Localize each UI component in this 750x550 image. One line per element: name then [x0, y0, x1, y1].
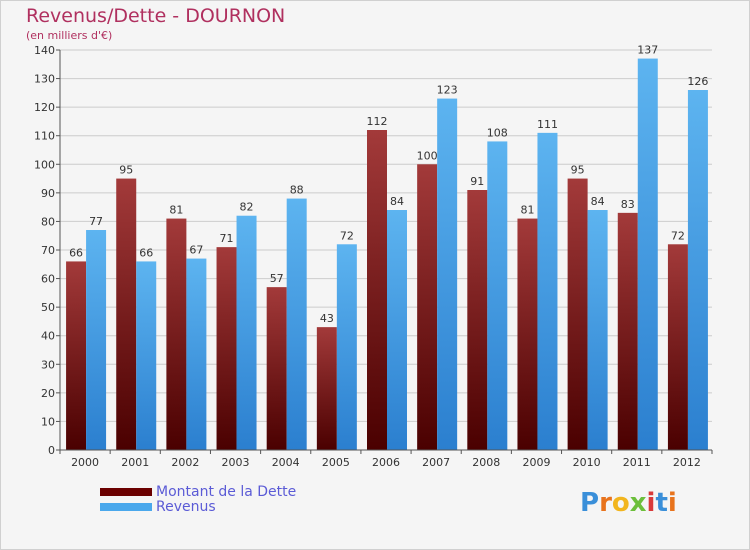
data-label: 111 — [537, 118, 558, 131]
data-label: 126 — [687, 75, 708, 88]
revenus-bar — [687, 90, 708, 450]
y-tick-label: 0 — [48, 444, 55, 457]
y-tick-label: 130 — [34, 73, 55, 86]
data-label: 66 — [139, 246, 153, 259]
data-label: 77 — [89, 215, 103, 228]
data-label: 84 — [390, 195, 404, 208]
dette-bar — [266, 287, 287, 450]
x-tick-label: 2006 — [372, 456, 400, 469]
data-label: 88 — [290, 184, 304, 197]
proxiti-logo: Proxiti — [580, 488, 677, 518]
data-label: 95 — [119, 164, 133, 177]
data-label: 100 — [417, 149, 438, 162]
legend-label-dette: Montant de la Dette — [156, 484, 297, 500]
revenus-bar — [186, 258, 207, 450]
revenus-bar — [487, 141, 508, 450]
dette-bar — [216, 247, 237, 450]
x-tick-label: 2010 — [573, 456, 601, 469]
data-label: 72 — [340, 229, 354, 242]
data-label: 91 — [470, 175, 484, 188]
data-label: 57 — [270, 272, 284, 285]
x-tick-label: 2000 — [71, 456, 99, 469]
revenus-bar — [136, 261, 157, 450]
x-tick-label: 2008 — [472, 456, 500, 469]
data-label: 66 — [69, 246, 83, 259]
y-tick-label: 110 — [34, 130, 55, 143]
logo-letter: r — [599, 488, 612, 518]
dette-bar — [316, 327, 337, 450]
data-label: 95 — [571, 164, 585, 177]
revenus-bar — [236, 215, 257, 450]
dette-bar — [517, 218, 538, 450]
revenus-bar — [637, 58, 658, 450]
y-tick-label: 20 — [41, 387, 55, 400]
revenus-bar — [587, 210, 608, 450]
y-tick-label: 60 — [41, 273, 55, 286]
data-label: 83 — [621, 198, 635, 211]
y-tick-label: 140 — [34, 44, 55, 57]
logo-letter: i — [646, 488, 656, 518]
x-tick-label: 2011 — [623, 456, 651, 469]
x-tick-label: 2001 — [121, 456, 149, 469]
data-label: 81 — [169, 204, 183, 217]
legend-label-revenus: Revenus — [156, 499, 216, 515]
chart-subtitle: (en milliers d'€) — [26, 29, 113, 42]
legend-swatch-revenus — [100, 503, 152, 511]
y-tick-label: 40 — [41, 330, 55, 343]
revenus-bar — [286, 198, 307, 450]
y-tick-label: 50 — [41, 301, 55, 314]
data-label: 81 — [520, 204, 534, 217]
data-label: 112 — [367, 115, 388, 128]
dette-bar — [66, 261, 87, 450]
y-tick-label: 90 — [41, 187, 55, 200]
data-label: 137 — [637, 44, 658, 57]
x-tick-label: 2012 — [673, 456, 701, 469]
x-tick-label: 2007 — [422, 456, 450, 469]
logo-letter: t — [655, 488, 668, 518]
x-tick-label: 2004 — [272, 456, 300, 469]
revenus-bar — [437, 98, 458, 451]
data-label: 72 — [671, 229, 685, 242]
x-tick-label: 2009 — [522, 456, 550, 469]
dette-bar — [467, 190, 488, 450]
dette-bar — [567, 178, 588, 451]
data-label: 67 — [189, 244, 203, 257]
logo-letter: i — [667, 488, 677, 518]
logo-letter: x — [629, 488, 647, 518]
data-label: 84 — [591, 195, 605, 208]
legend-swatch-dette — [100, 488, 152, 496]
dette-bar — [166, 218, 187, 450]
data-label: 71 — [220, 232, 234, 245]
dette-bar — [367, 130, 387, 450]
y-tick-label: 100 — [34, 158, 55, 171]
dette-bar — [116, 178, 137, 451]
revenus-bar — [86, 230, 107, 450]
y-tick-label: 120 — [34, 101, 55, 114]
data-label: 123 — [437, 84, 458, 97]
data-label: 43 — [320, 312, 334, 325]
revenus-bar — [336, 244, 357, 450]
data-label: 108 — [487, 126, 508, 139]
x-tick-label: 2003 — [222, 456, 250, 469]
y-tick-label: 70 — [41, 244, 55, 257]
x-tick-label: 2005 — [322, 456, 350, 469]
x-tick-label: 2002 — [171, 456, 199, 469]
revenus-bar — [537, 132, 558, 450]
logo-letter: P — [580, 488, 600, 518]
y-tick-label: 10 — [41, 415, 55, 428]
dette-bar — [667, 244, 688, 450]
y-tick-label: 80 — [41, 215, 55, 228]
dette-bar — [617, 212, 638, 450]
logo-letter: o — [611, 488, 630, 518]
y-tick-label: 30 — [41, 358, 55, 371]
revenus-bar — [387, 210, 407, 450]
dette-bar — [417, 164, 438, 451]
data-label: 82 — [240, 201, 254, 214]
chart-title: Revenus/Dette - DOURNON — [26, 5, 286, 27]
